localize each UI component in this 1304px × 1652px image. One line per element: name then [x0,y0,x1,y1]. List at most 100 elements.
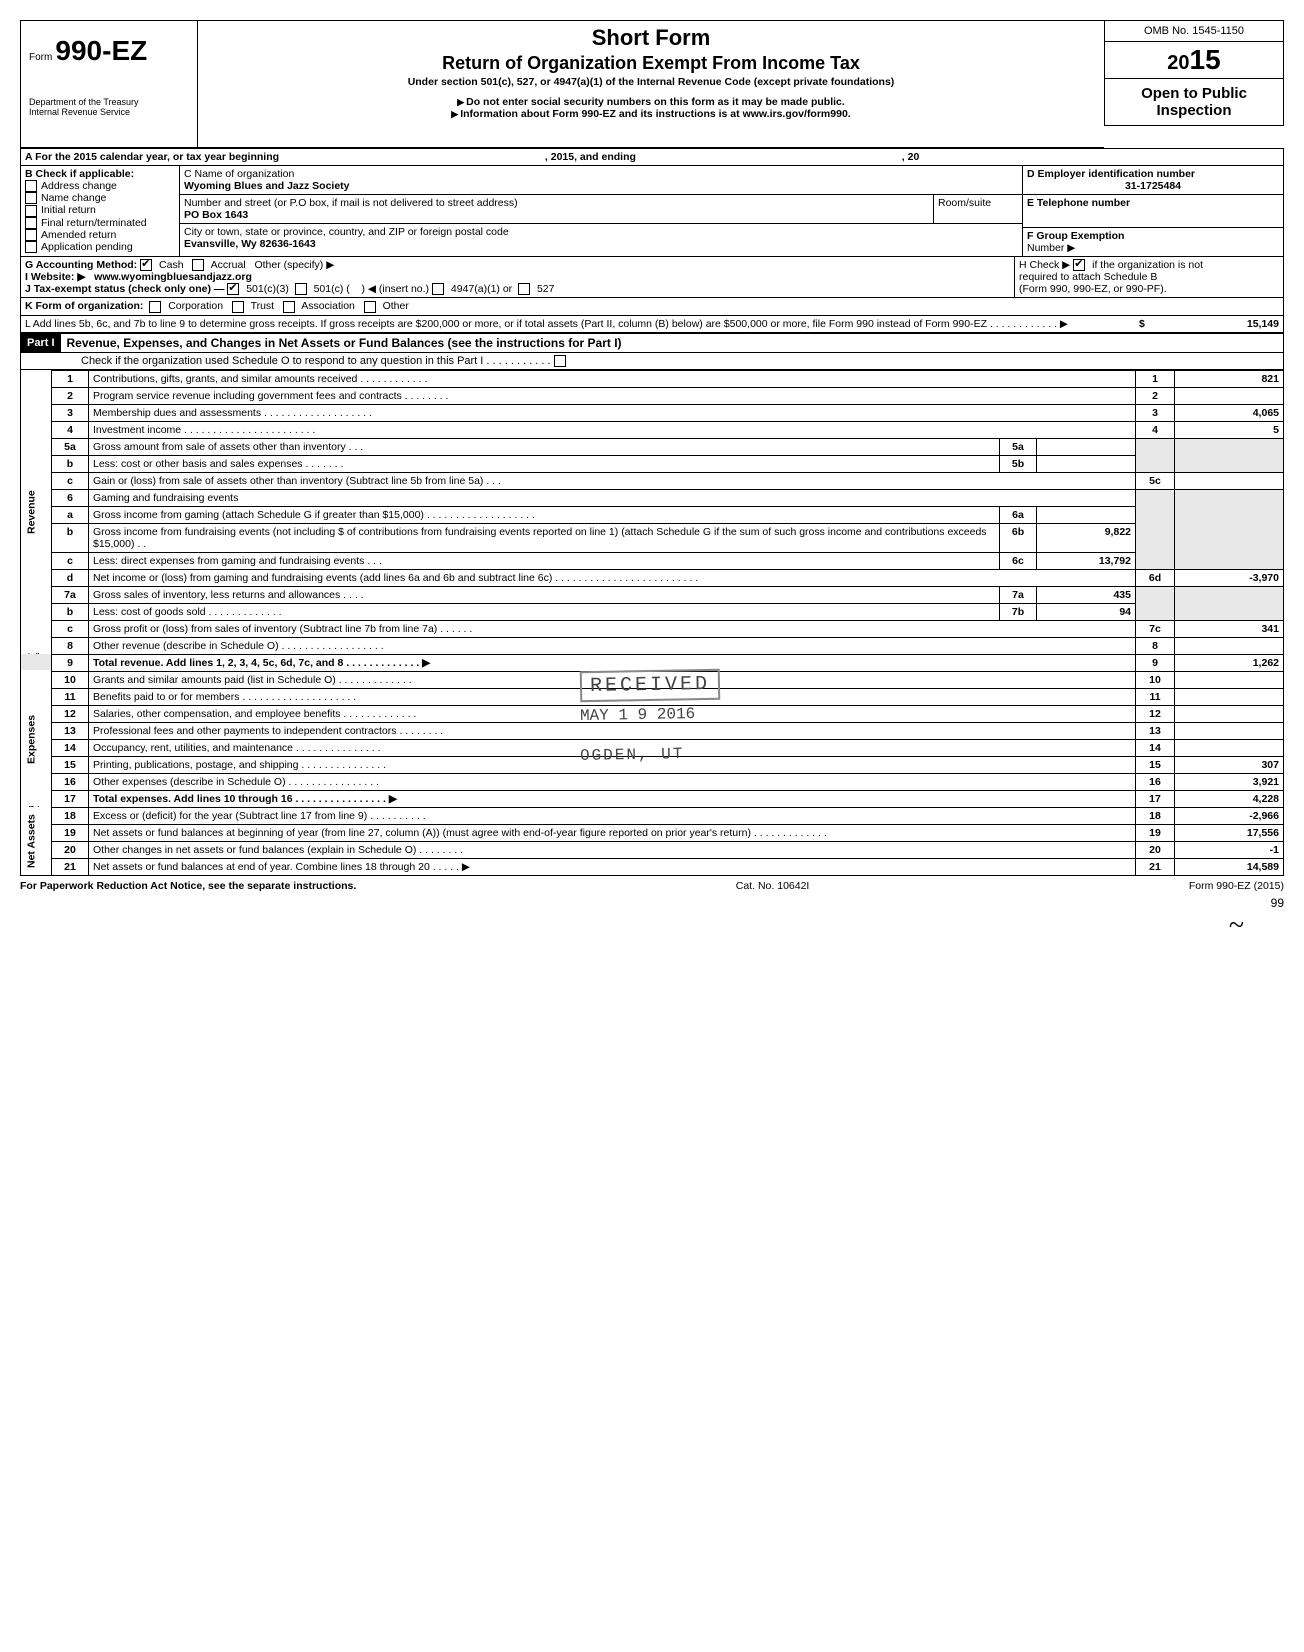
r7b-mb: 7b [1000,603,1037,620]
r2-b: 2 [1136,387,1175,404]
r6c-mv: 13,792 [1037,552,1136,569]
r21-n: 21 [52,858,89,875]
i-label: I Website: ▶ [25,271,85,283]
r6a-d: Gross income from gaming (attach Schedul… [89,506,1000,523]
ssn-warning: Do not enter social security numbers on … [206,96,1096,108]
chk-initial[interactable]: Initial return [25,204,175,216]
footer-right: Form 990-EZ (2015) [1189,880,1284,892]
r5b-mb: 5b [1000,455,1037,472]
r11-d: Benefits paid to or for members . . . . … [89,688,1136,705]
r9-d: Total revenue. Add lines 1, 2, 3, 4, 5c,… [89,654,1136,671]
r5c-v [1175,472,1284,489]
r2-n: 2 [52,387,89,404]
chk-initial-label: Initial return [41,204,96,216]
r5b-d: Less: cost or other basis and sales expe… [89,455,1000,472]
r4-b: 4 [1136,421,1175,438]
r4-d: Investment income . . . . . . . . . . . … [89,421,1136,438]
r21-d: Net assets or fund balances at end of ye… [89,858,1136,875]
dept1: Department of the Treasury [29,97,189,107]
accrual-label: Accrual [211,259,246,271]
r16-b: 16 [1136,773,1175,790]
chk-501c3[interactable] [227,283,239,295]
page-num: 99 [20,896,1284,910]
r21-v: 14,589 [1175,858,1284,875]
r10-b: 10 [1136,671,1175,688]
r17-v: 4,228 [1175,790,1284,807]
chk-name[interactable]: Name change [25,192,175,204]
r11-b: 11 [1136,688,1175,705]
r10-n: 10 [52,671,89,688]
chk-final[interactable]: Final return/terminated [25,217,175,229]
r10-d: Grants and similar amounts paid (list in… [89,671,1136,688]
r4-v: 5 [1175,421,1284,438]
r6c-n: c [52,552,89,569]
chk-cash[interactable] [140,259,152,271]
footer-left: For Paperwork Reduction Act Notice, see … [20,880,356,892]
r7c-d: Gross profit or (loss) from sales of inv… [89,620,1136,637]
part-i-title: Revenue, Expenses, and Changes in Net As… [61,334,628,352]
r11-n: 11 [52,688,89,705]
r5a-mb: 5a [1000,438,1037,455]
chk-schedule-b[interactable] [1073,259,1085,271]
side-expenses: Expenses [21,671,52,807]
r5a-n: 5a [52,438,89,455]
c-label: C Name of organization [184,168,1018,180]
chk-corp[interactable] [149,301,161,313]
r6b-mv: 9,822 [1037,523,1136,552]
f-label2: Number ▶ [1027,242,1279,254]
r2-d: Program service revenue including govern… [89,387,1136,404]
corp-label: Corporation [168,300,223,312]
trust-label: Trust [251,300,275,312]
page-footer: For Paperwork Reduction Act Notice, see … [20,876,1284,896]
addr-label: Number and street (or P.O box, if mail i… [184,197,929,209]
chk-assoc[interactable] [283,301,295,313]
r7c-b: 7c [1136,620,1175,637]
r2-v [1175,387,1284,404]
chk-pending[interactable]: Application pending [25,241,175,253]
dept2: Internal Revenue Service [29,107,189,117]
part-i-check: Check if the organization used Schedule … [81,355,551,367]
r9-v: 1,262 [1175,654,1284,671]
chk-amended[interactable]: Amended return [25,229,175,241]
chk-address[interactable]: Address change [25,180,175,192]
line-a-end: , 20 [902,151,920,163]
info-link: Information about Form 990-EZ and its in… [206,108,1096,120]
header-grid: A For the 2015 calendar year, or tax yea… [20,148,1284,333]
return-subtitle: Return of Organization Exempt From Incom… [206,53,1096,74]
chk-other-org[interactable] [364,301,376,313]
r7a-d: Gross sales of inventory, less returns a… [89,586,1000,603]
under-section: Under section 501(c), 527, or 4947(a)(1)… [206,76,1096,88]
line-a: A For the 2015 calendar year, or tax yea… [21,149,1283,166]
r7c-v: 341 [1175,620,1284,637]
footer-mid: Cat. No. 10642I [736,880,810,892]
r7a-n: 7a [52,586,89,603]
e-label: E Telephone number [1027,197,1279,209]
omb-number: OMB No. 1545-1150 [1104,20,1284,41]
room-suite: Room/suite [933,195,1022,223]
501c3-label: 501(c)(3) [246,283,289,295]
r14-d: Occupancy, rent, utilities, and maintena… [89,739,1136,756]
chk-trust[interactable] [232,301,244,313]
other-org-label: Other [383,300,409,312]
r19-b: 19 [1136,824,1175,841]
r18-b: 18 [1136,807,1175,824]
r6d-d: Net income or (loss) from gaming and fun… [89,569,1136,586]
r21-b: 21 [1136,858,1175,875]
r19-n: 19 [52,824,89,841]
r7c-n: c [52,620,89,637]
short-form-title: Short Form [206,25,1096,51]
line-a-mid: , 2015, and ending [545,151,636,163]
r7a-mv: 435 [1037,586,1136,603]
f-label: F Group Exemption [1027,230,1279,242]
chk-501c[interactable] [295,283,307,295]
r5a-d: Gross amount from sale of assets other t… [89,438,1000,455]
chk-accrual[interactable] [192,259,204,271]
r20-n: 20 [52,841,89,858]
r6a-mb: 6a [1000,506,1037,523]
chk-4947[interactable] [432,283,444,295]
r3-b: 3 [1136,404,1175,421]
chk-schedule-o[interactable] [554,355,566,367]
chk-527[interactable] [518,283,530,295]
open-line2: Inspection [1107,102,1281,119]
r8-b: 8 [1136,637,1175,654]
